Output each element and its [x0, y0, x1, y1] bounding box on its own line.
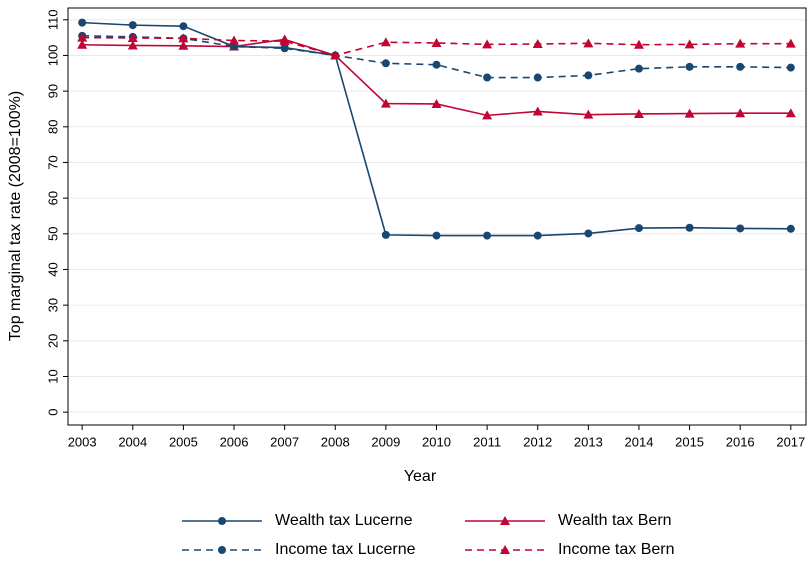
- y-tick-label: 80: [45, 120, 60, 134]
- x-tick-label: 2014: [625, 434, 654, 449]
- data-point: [482, 110, 493, 120]
- legend-label: Wealth tax Bern: [558, 512, 672, 529]
- data-point: [684, 39, 695, 49]
- data-point: [533, 73, 542, 82]
- data-point: [178, 33, 189, 43]
- data-point: [786, 63, 795, 72]
- y-tick-label: 0: [45, 409, 60, 416]
- data-point: [736, 62, 745, 71]
- data-point: [584, 71, 593, 80]
- data-point: [583, 109, 594, 119]
- data-point: [179, 22, 188, 31]
- data-point: [634, 224, 643, 233]
- data-point: [532, 106, 543, 116]
- y-tick-label: 90: [45, 84, 60, 98]
- legend-marker: [218, 546, 226, 554]
- y-tick-label: 110: [45, 9, 60, 30]
- x-tick-label: 2008: [321, 434, 350, 449]
- data-point: [785, 108, 796, 118]
- x-tick-label: 2015: [675, 434, 704, 449]
- data-point: [380, 37, 391, 47]
- y-tick-label: 40: [45, 262, 60, 276]
- data-point: [78, 18, 87, 27]
- y-tick-label: 30: [45, 298, 60, 312]
- legend-marker: [500, 545, 510, 554]
- data-point: [127, 32, 138, 42]
- y-tick-label: 70: [45, 155, 60, 169]
- data-point: [77, 39, 88, 49]
- data-point: [583, 38, 594, 48]
- data-point: [785, 38, 796, 48]
- data-point: [633, 108, 644, 118]
- data-point: [736, 224, 745, 233]
- x-tick-label: 2004: [118, 434, 147, 449]
- data-point: [381, 59, 390, 68]
- y-tick-label: 20: [45, 334, 60, 348]
- data-point: [483, 73, 492, 82]
- legend-marker: [218, 517, 226, 525]
- data-point: [482, 39, 493, 49]
- data-point: [431, 98, 442, 108]
- x-tick-label: 2005: [169, 434, 198, 449]
- data-point: [532, 39, 543, 49]
- legend-label: Income tax Bern: [558, 541, 675, 558]
- data-point: [330, 50, 341, 60]
- data-point: [230, 42, 239, 51]
- x-tick-label: 2012: [523, 434, 552, 449]
- data-point: [178, 40, 189, 50]
- x-tick-label: 2010: [422, 434, 451, 449]
- data-point: [280, 44, 289, 53]
- data-point: [684, 108, 695, 118]
- data-point: [735, 38, 746, 48]
- data-point: [77, 32, 88, 42]
- data-point: [685, 62, 694, 71]
- data-point: [786, 224, 795, 233]
- x-tick-label: 2007: [270, 434, 299, 449]
- legend-label: Income tax Lucerne: [275, 541, 416, 558]
- legend-marker: [500, 516, 510, 525]
- x-tick-label: 2017: [776, 434, 805, 449]
- series-line: [82, 36, 791, 57]
- data-point: [128, 21, 137, 30]
- data-point: [685, 223, 694, 232]
- data-point: [279, 36, 290, 46]
- data-point: [633, 39, 644, 49]
- x-tick-label: 2006: [220, 434, 249, 449]
- y-tick-label: 100: [45, 45, 60, 67]
- x-tick-label: 2013: [574, 434, 603, 449]
- y-tick-label: 50: [45, 227, 60, 241]
- data-point: [584, 229, 593, 238]
- data-point: [127, 40, 138, 50]
- data-point: [735, 108, 746, 118]
- plot-frame: [67, 7, 807, 426]
- x-axis-label: Year: [404, 468, 437, 485]
- x-tick-label: 2009: [371, 434, 400, 449]
- y-tick-label: 10: [45, 369, 60, 383]
- legend-label: Wealth tax Lucerne: [275, 512, 413, 529]
- x-tick-label: 2003: [68, 434, 97, 449]
- data-point: [483, 231, 492, 240]
- data-point: [432, 231, 441, 240]
- data-point: [380, 98, 391, 108]
- y-tick-label: 60: [45, 191, 60, 205]
- x-tick-label: 2011: [473, 434, 501, 449]
- data-point: [431, 37, 442, 47]
- data-point: [229, 35, 240, 45]
- data-point: [533, 231, 542, 240]
- series-line: [82, 35, 791, 79]
- data-point: [381, 230, 390, 239]
- data-point: [634, 64, 643, 73]
- y-axis-label: Top marginal tax rate (2008=100%): [7, 91, 24, 341]
- x-tick-label: 2016: [726, 434, 755, 449]
- data-point: [432, 60, 441, 69]
